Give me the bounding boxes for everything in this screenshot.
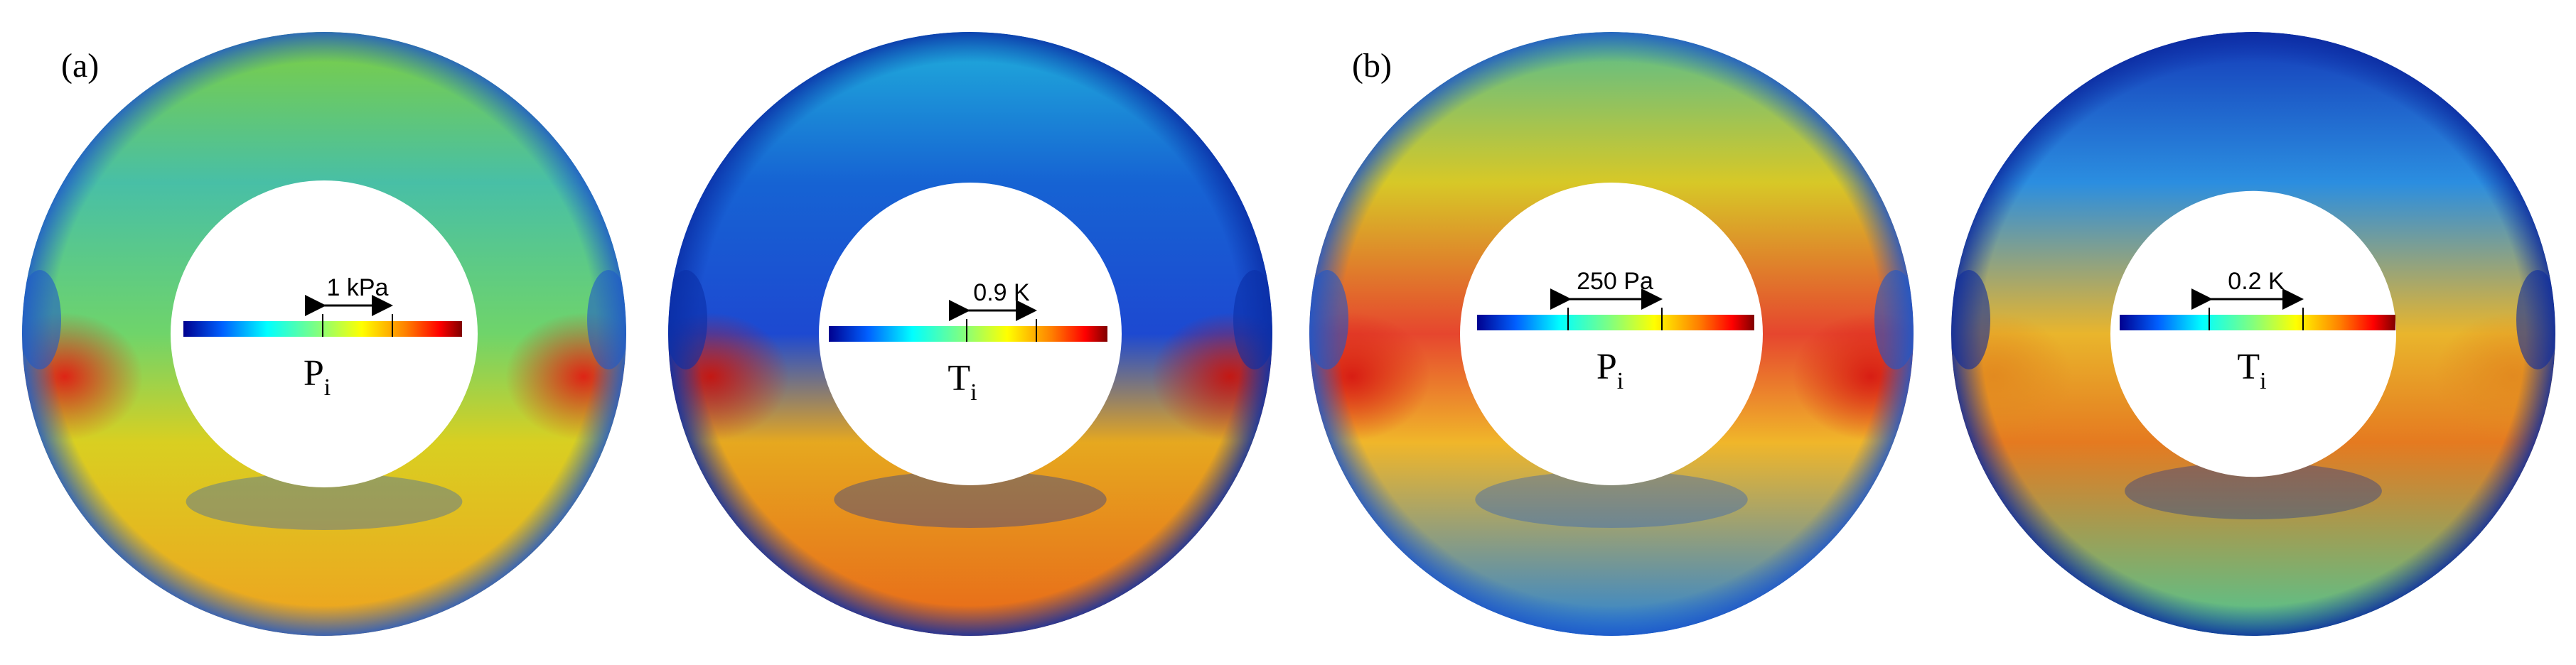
scale-label: 0.9 K — [973, 279, 1030, 306]
variable-subscript: i — [324, 374, 331, 401]
scale-label: 250 Pa — [1577, 268, 1653, 295]
colorbar — [2120, 315, 2395, 330]
variable-symbol: P — [1596, 347, 1617, 387]
variable-symbol: T — [948, 358, 970, 399]
variable-label: Pi — [304, 353, 331, 401]
variable-label: Ti — [2237, 347, 2266, 394]
scale-label: 1 kPa — [327, 274, 389, 301]
annulus-field — [1951, 32, 2555, 636]
colorbar — [1477, 315, 1754, 330]
variable-subscript: i — [1617, 368, 1624, 394]
colorbar — [829, 326, 1107, 342]
contour-plot-1: 1 kPa Pi — [21, 32, 626, 636]
panel-label-a: (a) — [61, 47, 99, 85]
contour-plot-4: 0.2 K Ti — [1951, 32, 2555, 636]
contour-plot-3: 250 Pa Pi — [1309, 32, 1914, 636]
panel-label-b: (b) — [1352, 47, 1392, 85]
variable-symbol: T — [2237, 347, 2260, 387]
variable-label: Pi — [1596, 347, 1624, 394]
scale-label: 0.2 K — [2228, 268, 2285, 295]
variable-subscript: i — [970, 379, 977, 406]
annulus-field — [1309, 32, 1914, 636]
contour-plot-2: 0.9 K Ti — [667, 32, 1273, 636]
variable-symbol: P — [304, 353, 324, 394]
variable-subscript: i — [2260, 368, 2266, 394]
variable-label: Ti — [948, 358, 977, 406]
